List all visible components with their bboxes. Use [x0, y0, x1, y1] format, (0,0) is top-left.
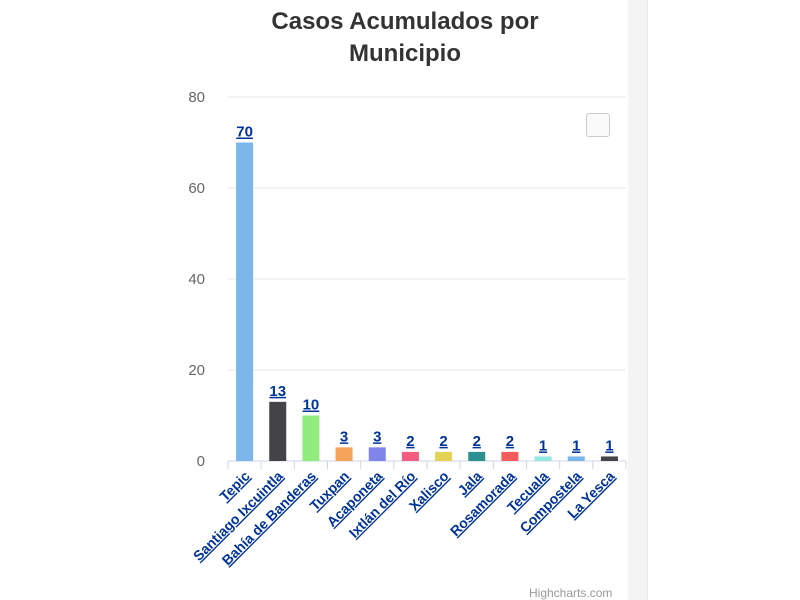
data-label[interactable]: 1	[605, 437, 613, 454]
bar-9[interactable]	[534, 456, 552, 461]
data-label[interactable]: 2	[473, 433, 481, 450]
bar-11[interactable]	[600, 456, 618, 461]
bar-6[interactable]	[435, 451, 453, 461]
bar-7[interactable]	[468, 451, 486, 461]
credits-link[interactable]: Highcharts.com	[529, 586, 613, 600]
bar-4[interactable]	[368, 447, 386, 461]
y-tick-label: 60	[188, 180, 205, 197]
bar-8[interactable]	[501, 451, 519, 461]
right-scroll-strip	[628, 0, 648, 600]
data-label[interactable]: 3	[373, 428, 381, 445]
chart-menu-button[interactable]	[586, 113, 610, 137]
y-tick-label: 0	[197, 453, 205, 470]
chart-title-line-1: Casos Acumulados por	[271, 8, 539, 35]
data-label[interactable]: 2	[439, 433, 447, 450]
chart-title-line-2: Municipio	[349, 40, 461, 67]
data-label[interactable]: 10	[303, 397, 320, 414]
bar-2[interactable]	[302, 415, 320, 462]
bar-10[interactable]	[567, 456, 585, 461]
bar-5[interactable]	[401, 451, 419, 461]
data-label[interactable]: 1	[539, 437, 547, 454]
data-label[interactable]: 3	[340, 428, 348, 445]
data-label[interactable]: 13	[269, 383, 286, 400]
y-tick-label: 80	[188, 89, 205, 106]
y-tick-label: 40	[188, 271, 205, 288]
chart-title: Casos Acumulados por Municipio	[160, 6, 650, 70]
data-label[interactable]: 70	[236, 124, 253, 141]
y-tick-label: 20	[188, 362, 205, 379]
right-strip-edge	[647, 0, 648, 600]
data-label[interactable]: 2	[406, 433, 414, 450]
bar-0[interactable]	[236, 142, 254, 462]
data-label[interactable]: 1	[572, 437, 580, 454]
bar-1[interactable]	[269, 401, 287, 461]
data-label[interactable]: 2	[506, 433, 514, 450]
bar-3[interactable]	[335, 447, 353, 461]
